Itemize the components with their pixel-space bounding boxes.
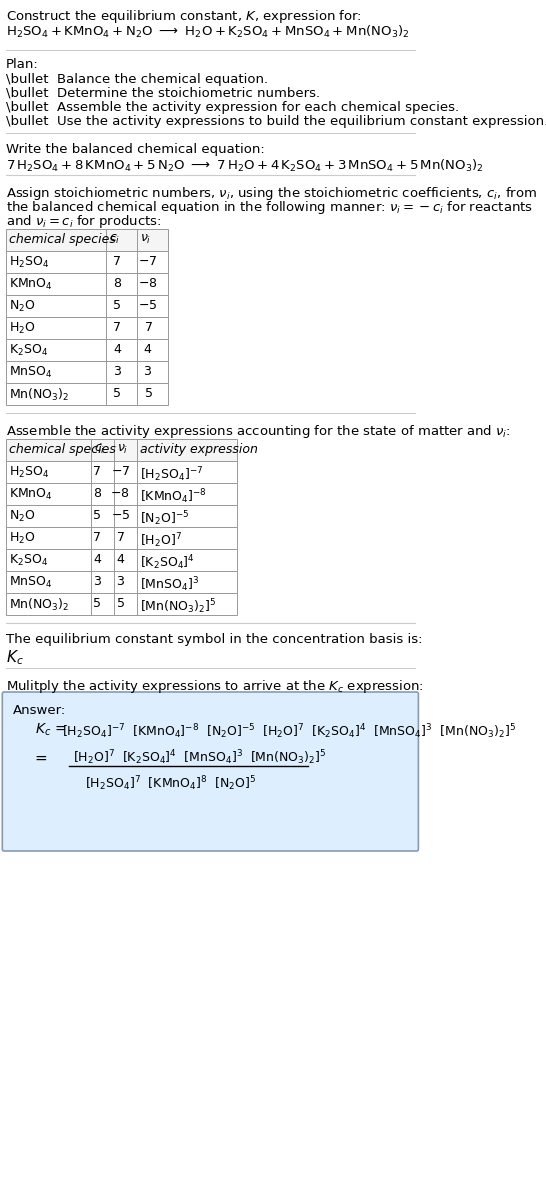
Text: $\mathrm{KMnO_4}$: $\mathrm{KMnO_4}$ [9,277,53,292]
Bar [6,273,168,295]
Text: $[\mathrm{MnSO_4}]^{3}$: $[\mathrm{MnSO_4}]^{3}$ [140,575,199,594]
Bar [6,383,168,405]
Text: 5: 5 [113,299,121,312]
Text: 7: 7 [93,531,101,544]
Bar [6,295,168,318]
Bar [6,339,168,361]
Bar [6,438,238,461]
Bar [6,461,238,483]
Text: $-7$: $-7$ [110,465,130,478]
Text: $\mathrm{N_2O}$: $\mathrm{N_2O}$ [9,299,35,314]
Text: Assemble the activity expressions accounting for the state of matter and $\nu_i$: Assemble the activity expressions accoun… [6,423,511,440]
Text: $5$: $5$ [144,387,152,401]
Text: $c_i$: $c_i$ [94,443,105,456]
Text: 7: 7 [113,321,121,334]
Text: $[\mathrm{K_2SO_4}]^{4}$: $[\mathrm{K_2SO_4}]^{4}$ [140,553,195,571]
Text: $\mathrm{MnSO_4}$: $\mathrm{MnSO_4}$ [9,365,53,380]
Text: $K_c$ =: $K_c$ = [35,722,66,738]
Text: $5$: $5$ [116,597,124,610]
Text: $\mathrm{H_2SO_4}$: $\mathrm{H_2SO_4}$ [9,465,50,480]
Text: \bullet  Determine the stoichiometric numbers.: \bullet Determine the stoichiometric num… [6,87,321,100]
Text: The equilibrium constant symbol in the concentration basis is:: The equilibrium constant symbol in the c… [6,633,423,646]
Text: $\mathrm{N_2O}$: $\mathrm{N_2O}$ [9,510,35,524]
Bar [6,571,238,592]
Text: 8: 8 [113,277,121,290]
Text: $3$: $3$ [116,575,124,588]
Text: Write the balanced chemical equation:: Write the balanced chemical equation: [6,143,265,156]
Text: $c_i$: $c_i$ [109,233,121,246]
Text: Construct the equilibrium constant, $K$, expression for:: Construct the equilibrium constant, $K$,… [6,8,362,25]
Text: $-5$: $-5$ [110,510,130,523]
Text: 4: 4 [93,553,101,566]
Text: chemical species: chemical species [9,233,116,246]
Bar [6,483,238,505]
Text: 3: 3 [113,365,121,378]
Text: 5: 5 [93,510,101,523]
Text: $4$: $4$ [116,553,125,566]
Bar [6,549,238,571]
Bar [6,592,238,615]
Bar [6,318,168,339]
Text: $-8$: $-8$ [110,487,130,500]
Text: $\nu_i$: $\nu_i$ [140,233,152,246]
Text: $\mathrm{H_2O}$: $\mathrm{H_2O}$ [9,531,36,546]
Text: 7: 7 [113,255,121,268]
Text: activity expression: activity expression [140,443,258,456]
Text: 3: 3 [93,575,101,588]
Text: $\mathrm{Mn(NO_3)_2}$: $\mathrm{Mn(NO_3)_2}$ [9,387,70,403]
Text: and $\nu_i = c_i$ for products:: and $\nu_i = c_i$ for products: [6,213,162,230]
Text: $\mathrm{H_2O}$: $\mathrm{H_2O}$ [9,321,36,337]
Text: $[\mathrm{KMnO_4}]^{-8}$: $[\mathrm{KMnO_4}]^{-8}$ [140,487,207,506]
Text: \bullet  Balance the chemical equation.: \bullet Balance the chemical equation. [6,73,268,87]
Text: $\nu_i$: $\nu_i$ [117,443,128,456]
Text: $K_c$: $K_c$ [6,648,24,667]
Bar [6,361,168,383]
Text: chemical species: chemical species [9,443,116,456]
Bar [6,229,168,251]
Text: the balanced chemical equation in the following manner: $\nu_i = -c_i$ for react: the balanced chemical equation in the fo… [6,199,533,216]
Text: $7$: $7$ [116,531,124,544]
Text: $[\mathrm{N_2O}]^{-5}$: $[\mathrm{N_2O}]^{-5}$ [140,510,189,527]
Text: \bullet  Assemble the activity expression for each chemical species.: \bullet Assemble the activity expression… [6,101,459,114]
Text: 7: 7 [93,465,101,478]
Text: 5: 5 [93,597,101,610]
Text: $-5$: $-5$ [138,299,158,312]
Text: =: = [35,750,48,766]
Text: 5: 5 [113,387,121,401]
Text: $\mathrm{K_2SO_4}$: $\mathrm{K_2SO_4}$ [9,342,49,358]
Text: $\mathrm{K_2SO_4}$: $\mathrm{K_2SO_4}$ [9,553,49,568]
Text: Answer:: Answer: [13,704,67,717]
Bar [6,251,168,273]
Text: 4: 4 [113,342,121,356]
Text: \bullet  Use the activity expressions to build the equilibrium constant expressi: \bullet Use the activity expressions to … [6,115,546,128]
Text: $\mathrm{Mn(NO_3)_2}$: $\mathrm{Mn(NO_3)_2}$ [9,597,70,613]
Text: $-8$: $-8$ [138,277,158,290]
Text: Plan:: Plan: [6,58,39,71]
Text: $[\mathrm{H_2O}]^{7}$: $[\mathrm{H_2O}]^{7}$ [140,531,182,550]
Text: $4$: $4$ [143,342,152,356]
Text: $[\mathrm{H_2O}]^{7}$  $[\mathrm{K_2SO_4}]^{4}$  $[\mathrm{MnSO_4}]^{3}$  $[\mat: $[\mathrm{H_2O}]^{7}$ $[\mathrm{K_2SO_4}… [73,748,327,767]
Text: $[\mathrm{H_2SO_4}]^{7}$  $[\mathrm{KMnO_4}]^{8}$  $[\mathrm{N_2O}]^{5}$: $[\mathrm{H_2SO_4}]^{7}$ $[\mathrm{KMnO_… [85,774,256,793]
Text: $\mathrm{KMnO_4}$: $\mathrm{KMnO_4}$ [9,487,53,502]
Text: $7$: $7$ [144,321,152,334]
Text: $3$: $3$ [144,365,152,378]
Text: $-7$: $-7$ [138,255,158,268]
Text: $\mathrm{MnSO_4}$: $\mathrm{MnSO_4}$ [9,575,53,590]
Bar [6,505,238,527]
Text: $\mathrm{7\,H_2SO_4 + 8\,KMnO_4 + 5\,N_2O}$ $\longrightarrow$ $\mathrm{7\,H_2O +: $\mathrm{7\,H_2SO_4 + 8\,KMnO_4 + 5\,N_2… [6,158,484,174]
Text: Mulitply the activity expressions to arrive at the $K_c$ expression:: Mulitply the activity expressions to arr… [6,678,424,694]
Text: $\mathrm{H_2SO_4 + KMnO_4 + N_2O}$ $\longrightarrow$ $\mathrm{H_2O + K_2SO_4 + M: $\mathrm{H_2SO_4 + KMnO_4 + N_2O}$ $\lon… [6,24,409,40]
Bar [6,527,238,549]
Text: $[\mathrm{Mn(NO_3)_2}]^{5}$: $[\mathrm{Mn(NO_3)_2}]^{5}$ [140,597,217,616]
FancyBboxPatch shape [2,692,418,851]
Text: $\mathrm{H_2SO_4}$: $\mathrm{H_2SO_4}$ [9,255,50,270]
Text: $[\mathrm{H_2SO_4}]^{-7}$  $[\mathrm{KMnO_4}]^{-8}$  $[\mathrm{N_2O}]^{-5}$  $[\: $[\mathrm{H_2SO_4}]^{-7}$ $[\mathrm{KMnO… [62,722,515,741]
Text: $[\mathrm{H_2SO_4}]^{-7}$: $[\mathrm{H_2SO_4}]^{-7}$ [140,465,204,483]
Text: Assign stoichiometric numbers, $\nu_i$, using the stoichiometric coefficients, $: Assign stoichiometric numbers, $\nu_i$, … [6,185,537,201]
Text: 8: 8 [93,487,101,500]
